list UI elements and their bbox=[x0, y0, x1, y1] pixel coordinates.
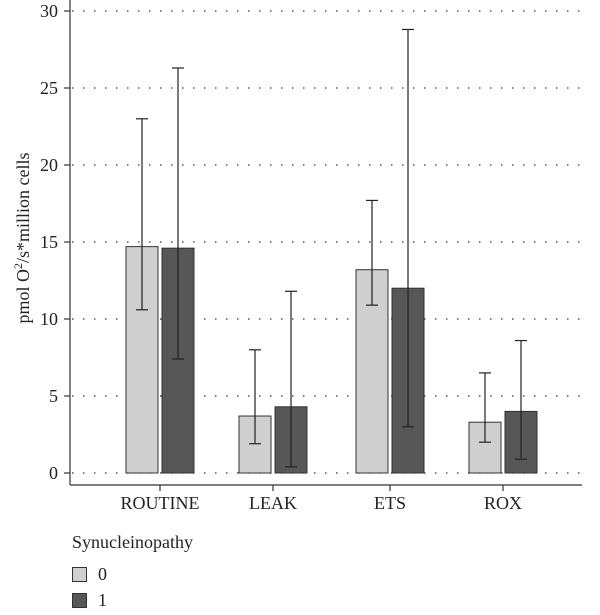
y-tick-label: 20 bbox=[40, 155, 58, 175]
error-bars bbox=[136, 28, 527, 468]
y-tick-label: 30 bbox=[40, 1, 58, 21]
y-ticks: 0 5 10 15 20 25 30 bbox=[40, 1, 70, 483]
legend-item-1: 1 bbox=[72, 590, 107, 611]
x-tick-label: ETS bbox=[374, 493, 406, 513]
bars bbox=[125, 246, 538, 474]
y-axis-label: pmol O2/s*million cells bbox=[11, 152, 33, 323]
x-ticks: ROUTINE LEAK ETS ROX bbox=[121, 485, 522, 513]
x-tick-label: ROX bbox=[484, 493, 522, 513]
x-tick-label: LEAK bbox=[249, 493, 297, 513]
y-tick-label: 5 bbox=[49, 386, 58, 406]
y-tick-label: 25 bbox=[40, 78, 58, 98]
legend-swatch-0 bbox=[72, 567, 87, 582]
legend-label-0: 0 bbox=[98, 564, 107, 584]
x-tick-label: ROUTINE bbox=[121, 493, 200, 513]
legend-item-0: 0 bbox=[72, 564, 107, 585]
legend-title: Synucleinopathy bbox=[72, 532, 193, 552]
legend-swatch-1 bbox=[72, 593, 87, 608]
legend-label-1: 1 bbox=[98, 590, 107, 610]
bar-series-0 bbox=[125, 246, 159, 474]
bar-series-0 bbox=[238, 415, 272, 474]
y-tick-label: 15 bbox=[40, 232, 58, 252]
y-tick-label: 10 bbox=[40, 309, 58, 329]
y-tick-label: 0 bbox=[49, 463, 58, 483]
